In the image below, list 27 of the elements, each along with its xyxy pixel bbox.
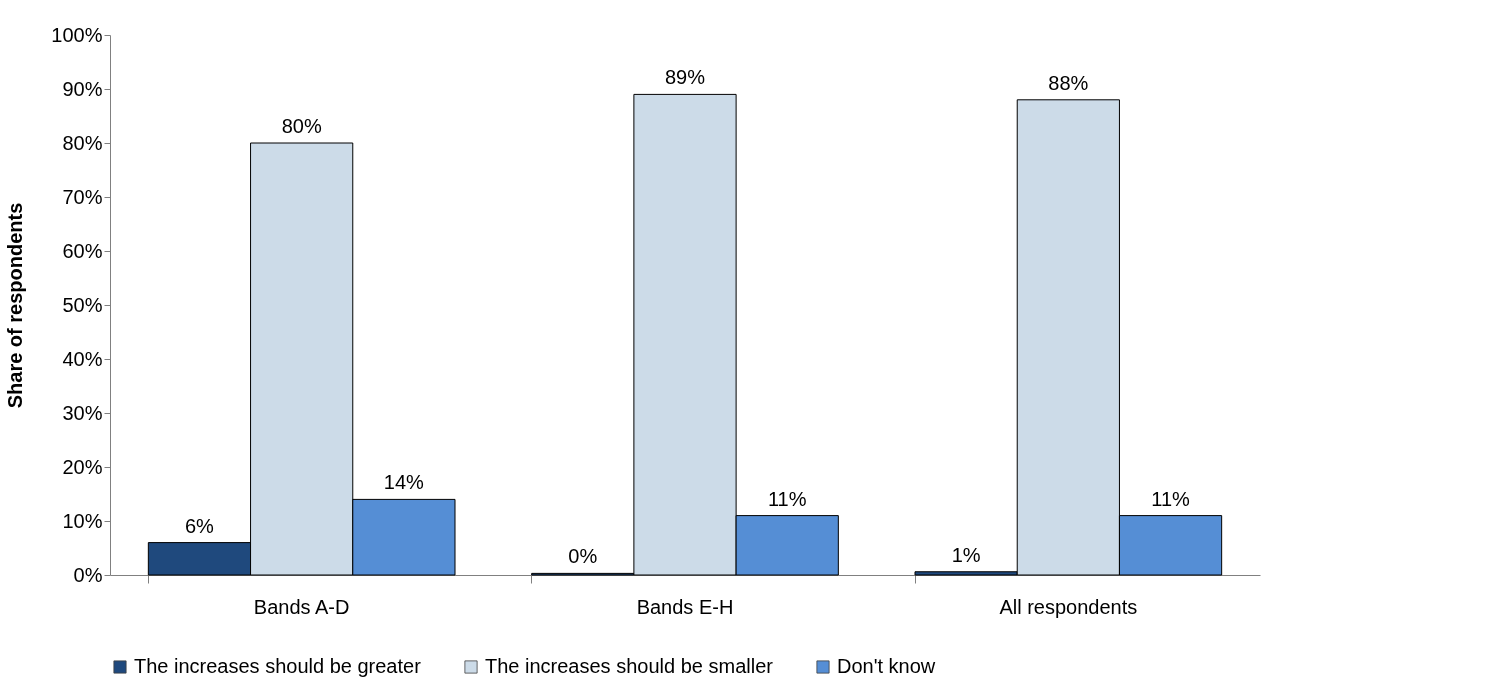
x-tick-label: All respondents xyxy=(999,595,1138,618)
data-label: 11% xyxy=(767,487,807,510)
x-tick-label: Bands A-D xyxy=(253,595,350,618)
y-tick-label: 90% xyxy=(62,77,103,100)
y-tick-label: 20% xyxy=(62,455,103,478)
legend-label: Don't know xyxy=(837,655,936,677)
data-label: 0% xyxy=(568,545,598,568)
legend-label: The increases should be smaller xyxy=(485,655,774,677)
x-tick-label: Bands E-H xyxy=(636,595,734,618)
y-tick-label: 10% xyxy=(62,509,103,532)
y-tick-label: 40% xyxy=(62,347,103,370)
y-tick-label: 0% xyxy=(73,563,103,586)
y-tick-label: 50% xyxy=(62,293,103,316)
data-label: 89% xyxy=(664,66,706,89)
legend-label: The increases should be greater xyxy=(134,655,422,677)
data-label: 88% xyxy=(1048,71,1089,94)
y-tick-label: 100% xyxy=(51,23,103,46)
data-label: 1% xyxy=(951,543,981,566)
y-tick-label: 30% xyxy=(62,401,103,424)
y-axis-title: Share of respondents xyxy=(4,202,27,409)
y-tick-label: 80% xyxy=(62,131,103,154)
data-label: 11% xyxy=(1151,487,1191,510)
y-tick-label: 70% xyxy=(62,185,103,208)
data-label: 6% xyxy=(184,514,215,537)
data-label: 14% xyxy=(383,471,425,494)
data-label: 80% xyxy=(281,115,322,137)
y-tick-label: 60% xyxy=(62,239,103,262)
